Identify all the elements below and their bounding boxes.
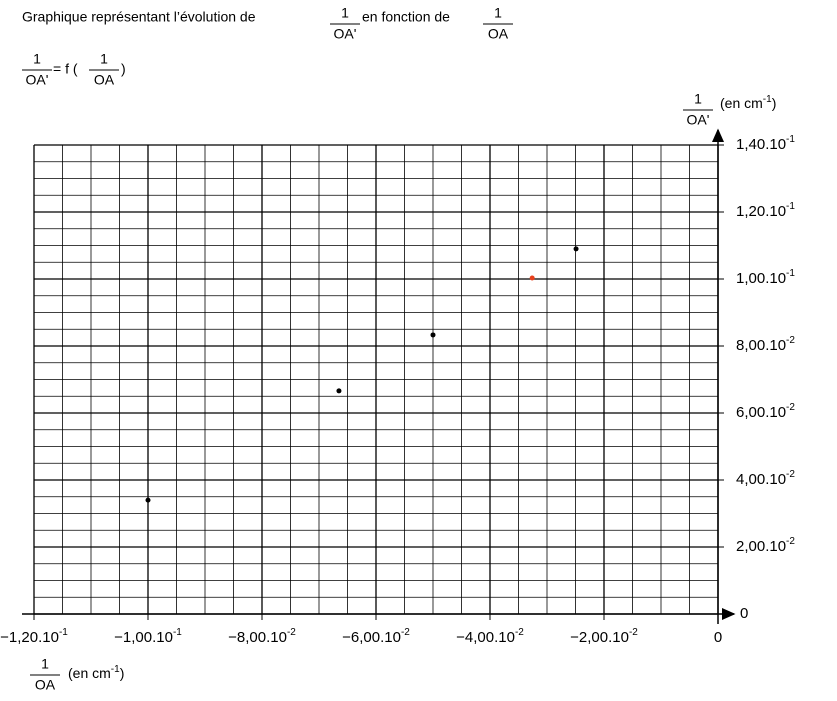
tick-label-exponent: -2 bbox=[786, 335, 795, 346]
unit-text: (en cm bbox=[68, 665, 111, 681]
tick-label: −1,00.10-1 bbox=[114, 627, 182, 646]
axis-unit: (en cm-1) bbox=[720, 94, 776, 111]
tick-label: −6,00.10-2 bbox=[342, 627, 410, 646]
tick-label: 1,40.10-1 bbox=[736, 134, 795, 153]
tick-label: −2,00.10-2 bbox=[570, 627, 638, 646]
tick-label-exponent: -2 bbox=[629, 627, 638, 638]
tick-label-text: −4,00.10 bbox=[456, 629, 515, 646]
tick-label-text: 1,20.10 bbox=[736, 203, 786, 220]
tick-label: −1,20.10-1 bbox=[0, 627, 68, 646]
axis-unit: (en cm-1) bbox=[68, 664, 124, 681]
fraction-denominator: OA bbox=[488, 26, 509, 42]
tick-label: 4,00.10-2 bbox=[736, 469, 795, 488]
fraction-numerator: 1 bbox=[341, 5, 349, 21]
tick-label-exponent: -1 bbox=[59, 627, 68, 638]
tick-label: 1,20.10-1 bbox=[736, 201, 795, 220]
data-point bbox=[145, 497, 151, 503]
tick-label-exponent: -2 bbox=[401, 627, 410, 638]
chart-title: en fonction de bbox=[362, 9, 450, 25]
data-point bbox=[529, 275, 535, 281]
tick-label-exponent: -1 bbox=[786, 201, 795, 212]
tick-label-text: −8,00.10 bbox=[228, 629, 287, 646]
tick-label: −4,00.10-2 bbox=[456, 627, 524, 646]
tick-label-exponent: -1 bbox=[786, 134, 795, 145]
fraction-denominator: OA' bbox=[26, 72, 49, 88]
fraction-numerator: 1 bbox=[494, 5, 502, 21]
tick-label-text: 4,00.10 bbox=[736, 471, 786, 488]
tick-label-exponent: -2 bbox=[786, 402, 795, 413]
tick-label-exponent: -1 bbox=[786, 268, 795, 279]
tick-label: 0 bbox=[714, 629, 722, 646]
fraction-denominator: OA bbox=[35, 677, 56, 693]
unit-exponent: -1 bbox=[111, 664, 120, 675]
tick-label-exponent: -2 bbox=[786, 469, 795, 480]
tick-label-text: 6,00.10 bbox=[736, 404, 786, 421]
fraction-numerator: 1 bbox=[41, 656, 49, 672]
tick-label: −8,00.10-2 bbox=[228, 627, 296, 646]
grid bbox=[33, 144, 719, 615]
tick-label-text: 2,00.10 bbox=[736, 538, 786, 555]
tick-label-text: 1,40.10 bbox=[736, 136, 786, 153]
tick-label: 8,00.10-2 bbox=[736, 335, 795, 354]
tick-label-text: −2,00.10 bbox=[570, 629, 629, 646]
tick-label-text: 8,00.10 bbox=[736, 337, 786, 354]
relation-text: ) bbox=[121, 61, 126, 77]
unit-exponent: -1 bbox=[763, 94, 772, 105]
tick-label-text: −1,00.10 bbox=[114, 629, 173, 646]
tick-label-exponent: -2 bbox=[287, 627, 296, 638]
fraction-denominator: OA' bbox=[687, 112, 710, 128]
fraction-numerator: 1 bbox=[33, 51, 41, 67]
fraction-numerator: 1 bbox=[100, 51, 108, 67]
unit-close: ) bbox=[120, 665, 125, 681]
tick-label-exponent: -2 bbox=[515, 627, 524, 638]
chart-title: Graphique représentant l’évolution de bbox=[22, 9, 256, 25]
tick-label-exponent: -1 bbox=[173, 627, 182, 638]
tick-label: 6,00.10-2 bbox=[736, 402, 795, 421]
data-point bbox=[336, 388, 342, 394]
tick-label: 2,00.10-2 bbox=[736, 536, 795, 555]
unit-close: ) bbox=[772, 95, 777, 111]
unit-text: (en cm bbox=[720, 95, 763, 111]
tick-label: 0 bbox=[740, 605, 748, 622]
tick-label-exponent: -2 bbox=[786, 536, 795, 547]
tick-label-text: 1,00.10 bbox=[736, 270, 786, 287]
fraction-denominator: OA bbox=[94, 72, 115, 88]
fraction-denominator: OA' bbox=[334, 26, 357, 42]
data-point bbox=[573, 246, 579, 252]
fraction-numerator: 1 bbox=[694, 91, 702, 107]
tick-label: 1,00.10-1 bbox=[736, 268, 795, 287]
tick-label-text: −1,20.10 bbox=[0, 629, 59, 646]
tick-label-text: −6,00.10 bbox=[342, 629, 401, 646]
relation-text: = f ( bbox=[53, 61, 78, 77]
data-point bbox=[430, 332, 436, 338]
